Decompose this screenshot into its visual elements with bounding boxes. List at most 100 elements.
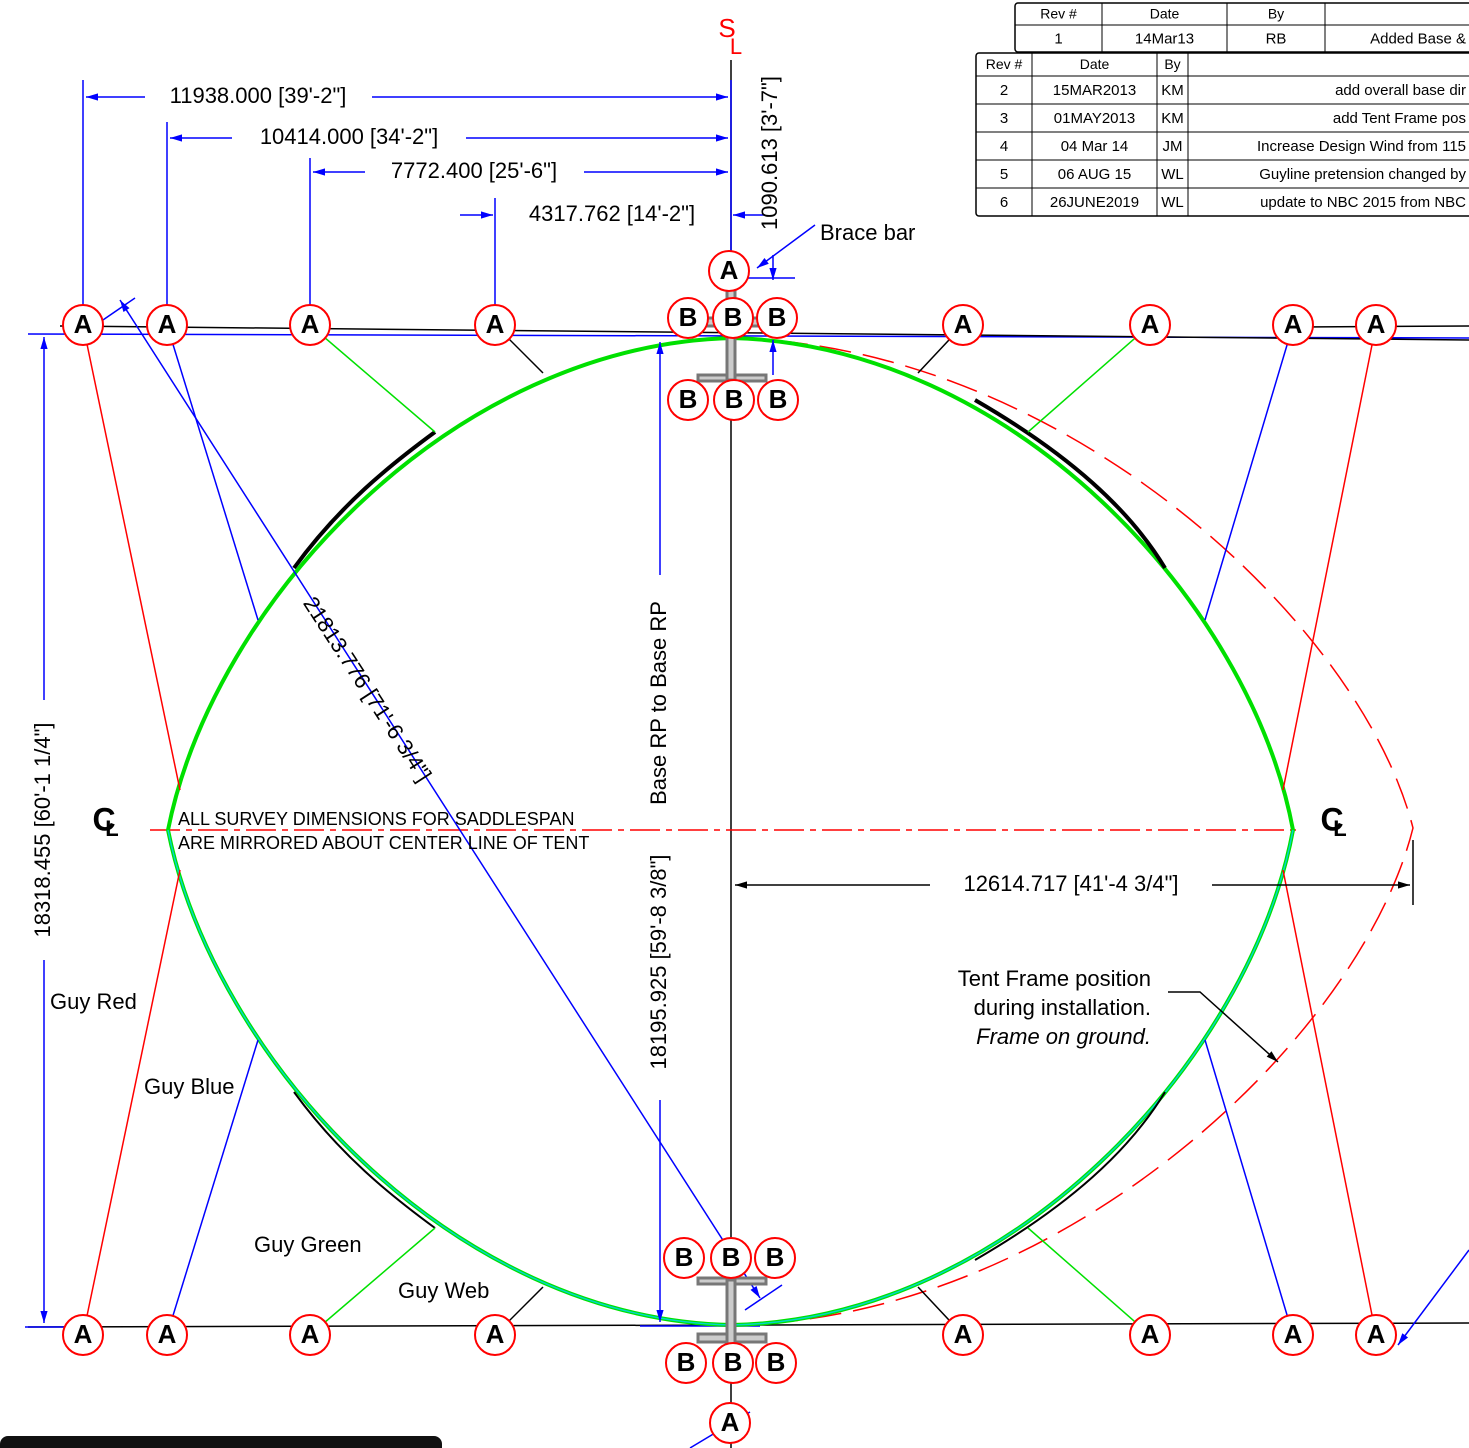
table-cell: 5 <box>1000 166 1008 183</box>
point-marker <box>756 297 798 339</box>
table-cell: 4 <box>1000 138 1008 155</box>
table-cell: 06 AUG 15 <box>1058 166 1131 183</box>
point-marker <box>474 1314 516 1356</box>
table-header: By <box>1164 56 1180 72</box>
table-cell: JM <box>1163 138 1183 155</box>
table-cell: 26JUNE2019 <box>1050 194 1139 211</box>
point-label: A <box>158 309 177 339</box>
point-marker <box>712 297 754 339</box>
table-cell: 15MAR2013 <box>1053 82 1136 99</box>
centerline-symbol: C <box>1320 801 1343 837</box>
point-marker <box>754 1237 796 1279</box>
dimension-text: 10414.000 [34'-2"] <box>260 124 438 149</box>
point-label: A <box>1141 1319 1160 1349</box>
centerline-symbol: L <box>1333 816 1346 841</box>
table-header: Rev # <box>986 56 1023 72</box>
point-marker <box>1129 1314 1171 1356</box>
point-label: B <box>767 1347 786 1377</box>
point-marker <box>62 1314 104 1356</box>
dimension-text: 21813.776 [71'-6 3/4"] <box>298 592 436 786</box>
point-marker <box>713 379 755 421</box>
table-cell: 6 <box>1000 194 1008 211</box>
point-label: A <box>74 309 93 339</box>
centerline-symbol: C <box>92 801 115 837</box>
table-cell: Increase Design Wind from 115 <box>1257 138 1466 155</box>
table-cell: 04 Mar 14 <box>1061 138 1129 155</box>
callout: Tent Frame position <box>958 966 1151 991</box>
point-label: A <box>721 1407 740 1437</box>
point-marker <box>667 379 709 421</box>
point-label: B <box>724 302 743 332</box>
point-label: B <box>679 302 698 332</box>
point-marker <box>663 1237 705 1279</box>
guy-label: Guy Web <box>398 1278 489 1303</box>
table-header: Date <box>1150 6 1180 22</box>
point-label: A <box>158 1319 177 1349</box>
point-marker <box>755 1342 797 1384</box>
point-marker <box>146 304 188 346</box>
point-marker <box>712 1342 754 1384</box>
point-marker <box>1272 304 1314 346</box>
point-marker <box>665 1342 707 1384</box>
dimension-text: Base RP to Base RP <box>646 601 671 805</box>
point-marker <box>1355 1314 1397 1356</box>
point-label: B <box>768 302 787 332</box>
point-label: A <box>954 1319 973 1349</box>
point-label: A <box>720 255 739 285</box>
centerline-symbol: L <box>105 816 118 841</box>
table-cell: 3 <box>1000 110 1008 127</box>
point-marker <box>942 1314 984 1356</box>
point-marker <box>708 250 750 292</box>
point-label: B <box>725 384 744 414</box>
dimension-text: 7772.400 [25'-6"] <box>391 158 557 183</box>
table-cell: 14Mar13 <box>1135 30 1194 47</box>
point-marker <box>757 379 799 421</box>
table-cell: WL <box>1161 166 1184 183</box>
line-symbol: L <box>730 34 742 59</box>
point-marker <box>289 304 331 346</box>
table-cell: WL <box>1161 194 1184 211</box>
point-label: A <box>486 309 505 339</box>
table-cell: add Tent Frame pos <box>1333 110 1466 127</box>
point-marker <box>1355 304 1397 346</box>
point-marker <box>62 304 104 346</box>
table-frame <box>975 52 1469 217</box>
point-marker <box>710 1237 752 1279</box>
guy-label: Guy Green <box>254 1232 362 1257</box>
point-label: A <box>1284 1319 1303 1349</box>
callout: Frame on ground. <box>976 1024 1151 1049</box>
point-label: B <box>675 1242 694 1272</box>
point-marker <box>146 1314 188 1356</box>
point-label: B <box>677 1347 696 1377</box>
table-cell: 01MAY2013 <box>1054 110 1135 127</box>
table-cell: RB <box>1266 30 1287 47</box>
guy-label: Guy Blue <box>144 1074 235 1099</box>
point-marker <box>474 304 516 346</box>
table-cell: KM <box>1161 110 1184 127</box>
point-label: A <box>301 309 320 339</box>
point-label: A <box>74 1319 93 1349</box>
point-marker <box>942 304 984 346</box>
point-label: B <box>766 1242 785 1272</box>
point-label: B <box>724 1347 743 1377</box>
table-cell: Guyline pretension changed by <box>1259 166 1466 183</box>
callout: Brace bar <box>820 220 915 245</box>
callout: during installation. <box>974 995 1151 1020</box>
table-cell: update to NBC 2015 from NBC <box>1260 194 1466 211</box>
point-label: B <box>722 1242 741 1272</box>
point-label: B <box>769 384 788 414</box>
point-label: A <box>301 1319 320 1349</box>
revision-tables: Rev # Date By 1 14Mar13 RB Added Base & Rev # Da… <box>975 2 1469 217</box>
note: ALL SURVEY DIMENSIONS FOR SADDLESPAN <box>178 809 574 829</box>
table-cell: 2 <box>1000 82 1008 99</box>
dimension-text: 18195.925 [59'-8 3/8"] <box>646 854 671 1069</box>
table-cell: Added Base & <box>1370 30 1466 47</box>
point-label: A <box>486 1319 505 1349</box>
guy-label: Guy Red <box>50 989 137 1014</box>
dimension-text: 1090.613 [3'-7"] <box>757 76 782 230</box>
table-header: By <box>1268 6 1284 22</box>
table-header: Rev # <box>1040 6 1077 22</box>
point-label: A <box>1284 309 1303 339</box>
point-label: A <box>1367 309 1386 339</box>
